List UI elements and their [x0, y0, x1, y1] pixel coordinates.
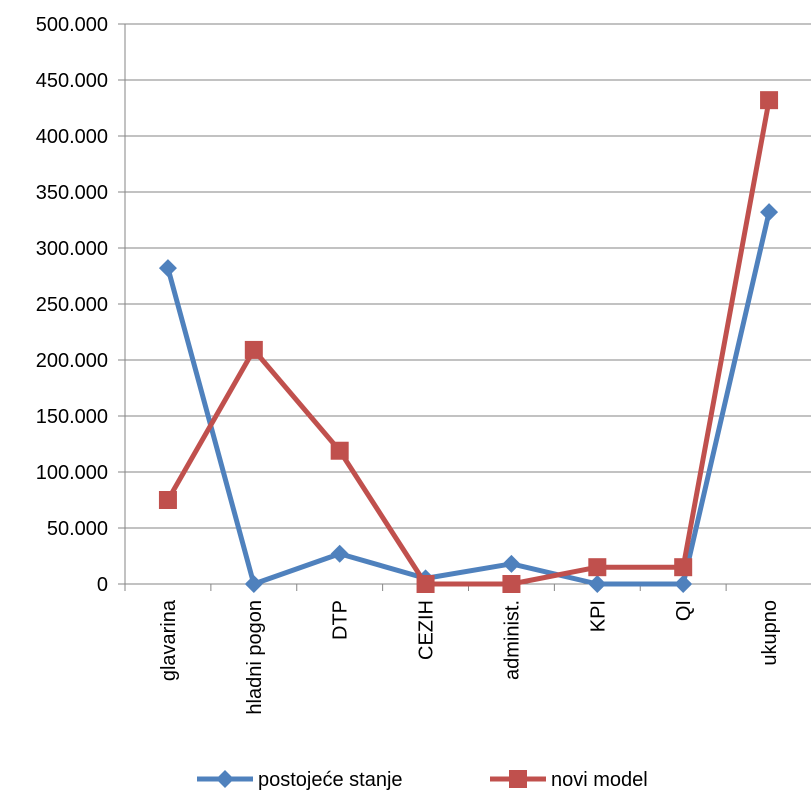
data-point-diamond [674, 575, 693, 593]
data-point-square [674, 558, 693, 577]
y-tick-label: 50.000 [47, 518, 108, 540]
series-line [165, 211, 772, 587]
x-axis-tick-labels: glavarina hladni pogon DTP CEZIH administ. KP… [158, 599, 781, 714]
data-point-square [502, 575, 521, 593]
y-tick-label: 100.000 [36, 462, 108, 484]
data-point-diamond [760, 203, 779, 222]
y-tick-label: 400.000 [36, 126, 108, 148]
series-group [158, 91, 779, 593]
legend-marker-square [509, 770, 527, 788]
series-2 [158, 91, 779, 593]
y-tick-label: 200.000 [36, 350, 108, 372]
data-point-square [760, 91, 779, 110]
legend-marker-diamond [216, 770, 234, 788]
data-point-square [158, 491, 177, 509]
y-tick-label: 0 [97, 574, 108, 596]
x-tick-label: glavarina [158, 599, 180, 681]
data-point-diamond [330, 544, 349, 563]
series-1 [158, 203, 779, 593]
x-tick-label: hladni pogon [244, 600, 266, 715]
legend-label: postojeće stanje [258, 769, 403, 791]
series-line [165, 99, 772, 587]
y-tick-label: 250.000 [36, 294, 108, 316]
data-point-square [416, 575, 435, 593]
axes [118, 23, 811, 591]
x-tick-label: KPI [587, 600, 609, 632]
legend-label: novi model [551, 769, 648, 791]
y-axis-tick-labels: 0 50.000 100.000 150.000 200.000 250.000 300.0… [36, 14, 108, 596]
data-point-diamond [244, 575, 263, 593]
data-point-square [244, 340, 263, 359]
data-point-diamond [502, 554, 521, 573]
y-tick-label: 500.000 [36, 14, 108, 36]
data-point-diamond [588, 575, 607, 593]
legend: postojeće stanje novi model [197, 769, 648, 791]
x-tick-label: CEZIH [416, 600, 438, 660]
gridlines [125, 23, 811, 529]
data-point-diamond [158, 259, 177, 278]
data-point-square [588, 558, 607, 577]
y-tick-label: 150.000 [36, 406, 108, 428]
y-tick-label: 350.000 [36, 182, 108, 204]
y-tick-label: 300.000 [36, 238, 108, 260]
data-point-square [330, 441, 349, 460]
x-tick-label: ukupno [759, 600, 781, 666]
x-tick-label: administ. [501, 600, 523, 680]
x-tick-label: QI [673, 600, 695, 621]
x-tick-label: DTP [330, 600, 352, 640]
y-tick-label: 450.000 [36, 70, 108, 92]
